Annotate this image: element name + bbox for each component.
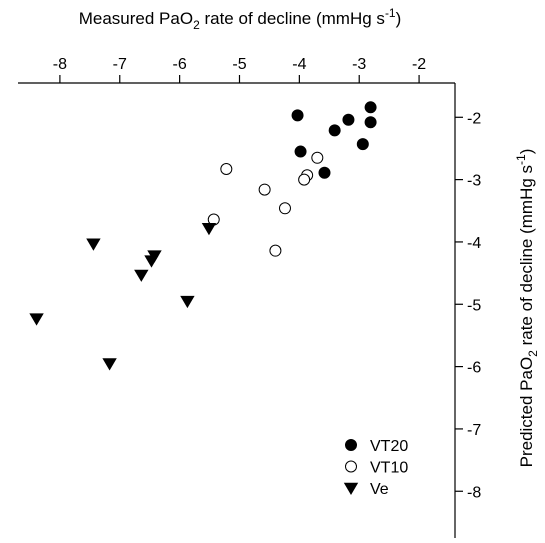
point-ve bbox=[201, 222, 217, 236]
point-vt10 bbox=[298, 173, 311, 186]
y-tick-label: -2 bbox=[467, 110, 481, 127]
x-tick-label: -6 bbox=[173, 56, 187, 73]
point-ve bbox=[134, 269, 149, 282]
legend-marker-vt10 bbox=[345, 460, 357, 473]
y-axis: -2 -3 -4 -5 -6 -7 -8 bbox=[454, 83, 481, 538]
y-tick-label: -6 bbox=[467, 360, 481, 377]
x-tick-label: -8 bbox=[53, 56, 67, 73]
point-ve bbox=[86, 238, 101, 251]
x-tick-label: -7 bbox=[113, 56, 127, 73]
point-vt10 bbox=[258, 183, 271, 196]
x-tick-label: -2 bbox=[412, 56, 426, 73]
point-vt20 bbox=[294, 145, 307, 158]
point-vt20 bbox=[342, 113, 355, 126]
x-tick-label: -3 bbox=[352, 56, 366, 73]
y-tick-label: -8 bbox=[467, 484, 481, 501]
legend-label-vt10: VT10 bbox=[370, 460, 408, 477]
y-axis-title: Predicted PaO2 rate of decline (mmHg s-1… bbox=[514, 149, 540, 468]
legend-marker-ve bbox=[343, 482, 359, 495]
y-tick-label: -4 bbox=[467, 235, 481, 252]
point-vt10 bbox=[269, 244, 282, 257]
point-ve bbox=[180, 295, 195, 309]
legend-marker-vt20 bbox=[345, 439, 357, 451]
point-vt20 bbox=[318, 166, 331, 179]
legend: VT20 VT10 Ve bbox=[343, 438, 408, 498]
y-tick-label: -7 bbox=[467, 422, 481, 439]
point-vt20 bbox=[328, 124, 341, 137]
point-vt20 bbox=[291, 109, 304, 122]
x-axis: -8 -7 -6 -5 -4 -3 -2 bbox=[18, 56, 455, 84]
x-tick-label: -5 bbox=[232, 56, 246, 73]
legend-label-vt20: VT20 bbox=[370, 438, 408, 455]
y-tick-label: -3 bbox=[467, 173, 481, 190]
data-points bbox=[29, 101, 377, 371]
y-tick-label: -5 bbox=[467, 297, 481, 314]
legend-label-ve: Ve bbox=[370, 481, 389, 498]
point-vt20 bbox=[364, 116, 377, 129]
x-tick-label: -4 bbox=[292, 56, 306, 73]
point-vt10 bbox=[278, 202, 291, 215]
point-ve bbox=[144, 255, 159, 268]
point-vt20 bbox=[364, 101, 377, 114]
point-ve bbox=[102, 358, 117, 371]
x-axis-title: Measured PaO2 rate of decline (mmHg s-1) bbox=[79, 6, 402, 32]
point-vt10 bbox=[311, 151, 324, 164]
point-vt10 bbox=[220, 163, 233, 176]
point-ve bbox=[29, 313, 44, 326]
point-vt20 bbox=[356, 138, 369, 151]
